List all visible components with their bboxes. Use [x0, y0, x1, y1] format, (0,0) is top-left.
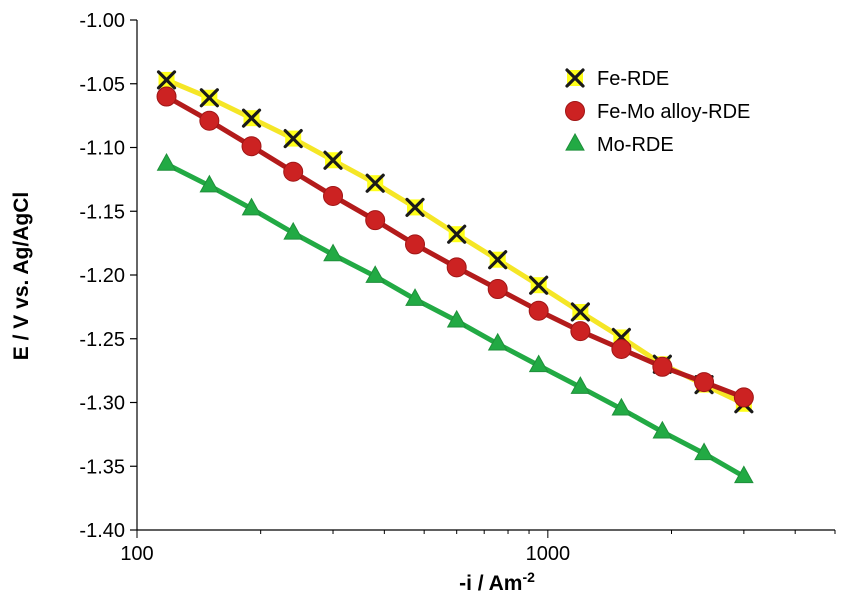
data-point — [446, 257, 467, 278]
data-point — [199, 110, 220, 131]
data-point — [652, 356, 673, 377]
y-axis-title: E / V vs. Ag/AgCl — [10, 192, 33, 360]
y-tick-label: -1.15 — [79, 201, 125, 223]
marker-x-stroke — [447, 224, 467, 244]
y-tick-label: -1.00 — [79, 10, 125, 32]
marker-x-stroke — [283, 128, 303, 149]
legend-item: Mo-RDE — [565, 132, 674, 156]
y-tick-label: -1.35 — [79, 456, 125, 478]
data-point — [652, 420, 673, 439]
data-point — [487, 332, 508, 351]
data-point — [241, 108, 262, 128]
legend-marker — [565, 68, 585, 88]
x-tick-label: 100 — [120, 543, 153, 565]
data-point — [405, 234, 426, 255]
marker-x-stroke — [199, 88, 219, 108]
legend-marker — [565, 101, 585, 121]
data-point — [156, 70, 177, 90]
data-point — [611, 397, 632, 416]
y-tick-label: -1.05 — [79, 74, 125, 96]
y-tick-label: -1.25 — [79, 329, 125, 351]
data-point — [405, 197, 425, 218]
marker-x-stroke — [529, 275, 549, 295]
data-point — [365, 265, 386, 283]
y-tick-label: -1.20 — [79, 265, 125, 287]
data-point — [199, 174, 220, 193]
y-tick-label: -1.30 — [79, 393, 125, 415]
data-point — [199, 88, 219, 108]
data-point — [365, 173, 385, 193]
legend-label: Fe-Mo alloy-RDE — [597, 101, 750, 123]
data-point — [241, 197, 262, 216]
data-point — [447, 224, 467, 244]
x-axis-title-main: -i / Am — [459, 572, 522, 595]
series-fe-mo-alloy-rde — [156, 86, 754, 408]
series-layer — [156, 70, 754, 484]
legend-marker — [565, 132, 585, 151]
axes-group: -1.00 -1.05 -1.10 -1.15 -1.20 -1.25 -1.30 -1.35… — [79, 10, 836, 565]
data-point — [528, 300, 549, 321]
marker-x-stroke — [365, 173, 385, 193]
marker-x-stroke — [488, 250, 508, 270]
data-point — [365, 210, 386, 231]
data-point — [156, 153, 177, 171]
data-point — [323, 243, 343, 262]
data-point — [405, 288, 425, 306]
data-point — [323, 185, 344, 206]
legend: Fe-RDE Fe-Mo alloy-RDE Mo-RDE — [565, 68, 750, 156]
data-point — [283, 221, 304, 240]
marker-x-stroke — [156, 70, 177, 90]
y-tick-label: -1.10 — [79, 138, 125, 160]
marker-x-stroke — [565, 68, 585, 88]
data-point — [570, 321, 591, 342]
marker-x-stroke — [405, 197, 425, 218]
legend-item: Fe-RDE — [565, 68, 669, 90]
x-axis-title-superscript: -2 — [522, 569, 535, 585]
marker-x-stroke — [570, 302, 590, 322]
data-point — [283, 161, 304, 182]
data-point — [487, 279, 508, 300]
data-point — [570, 376, 591, 394]
legend-label: Fe-RDE — [597, 68, 669, 90]
data-point — [446, 309, 467, 328]
x-axis-title: -i / Am-2 — [459, 569, 535, 595]
data-point — [528, 354, 549, 373]
x-tick-label: 1000 — [526, 543, 571, 565]
data-point — [241, 136, 262, 157]
data-point — [694, 442, 714, 461]
data-point — [570, 302, 590, 322]
data-point — [694, 372, 715, 393]
marker-x-stroke — [241, 108, 262, 128]
data-point — [529, 275, 549, 295]
data-point — [283, 128, 303, 149]
data-point — [611, 338, 632, 359]
data-point — [156, 86, 177, 107]
legend-item: Fe-Mo alloy-RDE — [565, 101, 750, 123]
y-tick-label: -1.40 — [79, 520, 125, 542]
data-point — [733, 387, 754, 408]
marker-x-stroke — [323, 150, 343, 170]
series-mo-rde — [156, 153, 754, 484]
data-point — [734, 465, 754, 484]
legend-label: Mo-RDE — [597, 134, 674, 156]
data-point — [323, 150, 343, 170]
data-point — [488, 250, 508, 270]
